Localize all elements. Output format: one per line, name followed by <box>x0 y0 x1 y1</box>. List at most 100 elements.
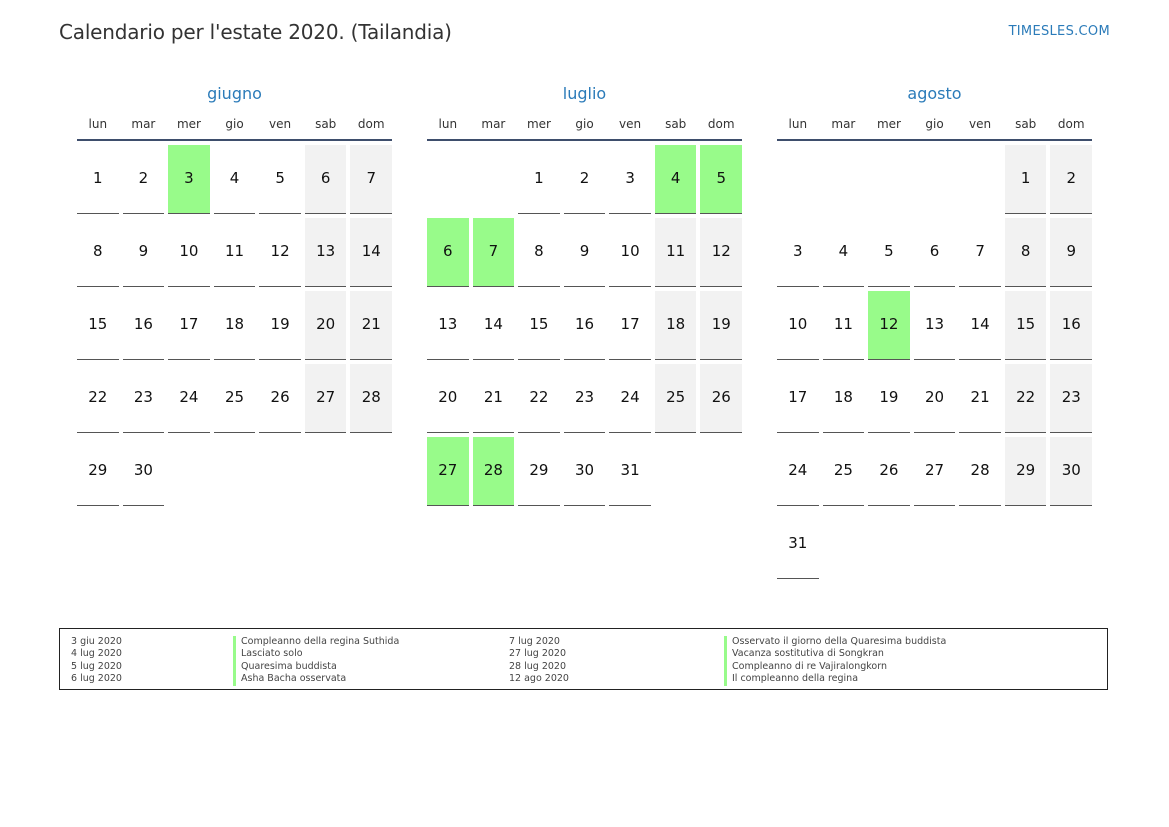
day-cell: 19 <box>259 291 301 360</box>
day-cell: 4 <box>822 218 865 287</box>
legend-date: 27 lug 2020 <box>509 648 566 660</box>
holiday-legend: 3 giu 2020 4 lug 2020 5 lug 2020 6 lug 2… <box>59 628 1108 690</box>
day-cell: 8 <box>518 218 560 287</box>
site-link[interactable]: TIMESLES.COM <box>1008 24 1110 39</box>
day-cell: 20 <box>913 364 956 433</box>
day-cell: 10 <box>168 218 210 287</box>
day-cell: 27 <box>427 437 469 506</box>
weekday-label: sab <box>665 117 687 131</box>
day-cell: 24 <box>777 437 819 506</box>
day-cell: 13 <box>427 291 469 360</box>
day-cell: 22 <box>77 364 119 433</box>
day-cell: 12 <box>700 218 743 287</box>
legend-holiday-name: Osservato il giorno della Quaresima budd… <box>724 636 946 649</box>
month-name: giugno <box>207 84 262 103</box>
day-cell: 5 <box>259 145 301 214</box>
legend-holiday-name: Quaresima buddista <box>233 660 399 674</box>
day-cell: 7 <box>959 218 1001 287</box>
day-cell: 23 <box>563 364 606 433</box>
day-cell: 2 <box>1050 145 1093 214</box>
day-cell: 21 <box>350 291 393 360</box>
empty-cell <box>823 510 865 579</box>
empty-cell <box>823 145 865 214</box>
day-cell: 15 <box>77 291 119 360</box>
day-cell: 10 <box>609 218 651 287</box>
day-cell: 30 <box>122 437 165 506</box>
week-row: 24 25 26 27 28 29 30 <box>777 437 1093 506</box>
day-cell: 27 <box>304 364 347 433</box>
weekday-label: lun <box>788 117 808 131</box>
day-cell: 5 <box>868 218 910 287</box>
empty-cell <box>868 145 910 214</box>
day-cell: 26 <box>700 364 743 433</box>
day-cell: 19 <box>700 291 743 360</box>
weekday-header: lun mar mer gio ven sab dom <box>777 112 1092 141</box>
day-cell: 5 <box>700 145 743 214</box>
weekday-label: ven <box>969 117 992 131</box>
legend-names-right: Osservato il giorno della Quaresima budd… <box>724 636 946 686</box>
legend-holiday-name: Asha Bacha osservata <box>233 673 399 686</box>
day-cell: 21 <box>959 364 1001 433</box>
day-cell: 15 <box>1004 291 1047 360</box>
weeks: 1 2 3 4 5 6 7 8 9 10 11 12 13 14 15 16 17 18 19 20 21 22 23 24 2… <box>77 145 393 506</box>
empty-cell <box>168 437 210 506</box>
day-cell: 10 <box>777 291 819 360</box>
legend-dates-right: 7 lug 2020 27 lug 2020 28 lug 2020 12 ag… <box>509 636 569 686</box>
weekday-label: gio <box>225 117 244 131</box>
week-row: 22 23 24 25 26 27 28 <box>77 364 393 433</box>
day-cell: 21 <box>472 364 515 433</box>
week-row: 10 11 12 13 14 15 16 <box>777 291 1093 360</box>
legend-date: 3 giu 2020 <box>71 636 122 647</box>
empty-cell <box>700 437 742 506</box>
weekday-label: mer <box>176 117 201 131</box>
day-cell: 3 <box>168 145 210 214</box>
legend-holiday-name: Lasciato solo <box>233 648 399 661</box>
day-cell: 19 <box>868 364 910 433</box>
empty-cell <box>473 145 515 214</box>
weekday-label: gio <box>575 117 594 131</box>
day-cell: 2 <box>122 145 165 214</box>
day-cell: 11 <box>213 218 256 287</box>
day-cell: 27 <box>913 437 956 506</box>
day-cell: 22 <box>1004 364 1047 433</box>
day-cell: 13 <box>304 218 347 287</box>
weeks: 1 2 3 4 5 6 7 8 9 10 11 12 13 14 15 16 17 18 19 20 21 22 23 24 2… <box>427 145 743 506</box>
page-title: Calendario per l'estate 2020. (Tailandia… <box>59 20 452 44</box>
day-cell: 2 <box>563 145 606 214</box>
day-cell: 23 <box>1050 364 1093 433</box>
empty-cell <box>350 437 392 506</box>
weekday-label: sab <box>315 117 337 131</box>
empty-cell <box>914 510 956 579</box>
day-cell: 7 <box>472 218 515 287</box>
week-row: 27 28 29 30 31 <box>427 437 742 506</box>
day-cell: 25 <box>654 364 697 433</box>
weekday-header: lun mar mer gio ven sab dom <box>77 112 392 141</box>
day-cell: 1 <box>1004 145 1047 214</box>
legend-date: 7 lug 2020 <box>509 636 560 647</box>
day-cell: 28 <box>350 364 393 433</box>
day-cell: 16 <box>563 291 606 360</box>
month-giugno: giugno lun mar mer gio ven sab dom 1 2 3 4 5 6 7 8 9 10 11… <box>77 84 393 510</box>
weeks: 1 2 3 4 5 6 7 8 9 10 11 12 13 14 15 16 17 18 19 20 21 22 23 24 2… <box>777 145 1093 579</box>
empty-cell <box>1050 510 1092 579</box>
day-cell: 11 <box>654 218 697 287</box>
empty-cell <box>959 145 1001 214</box>
legend-names-left: Compleanno della regina Suthida Lasciato… <box>233 636 399 686</box>
weekday-label: lun <box>438 117 458 131</box>
day-cell: 11 <box>822 291 865 360</box>
empty-cell <box>959 510 1001 579</box>
day-cell: 14 <box>350 218 393 287</box>
day-cell: 30 <box>1050 437 1093 506</box>
empty-cell <box>214 437 256 506</box>
day-cell: 16 <box>122 291 165 360</box>
day-cell: 17 <box>609 291 651 360</box>
weekday-label: mer <box>526 117 551 131</box>
month-agosto: agosto lun mar mer gio ven sab dom 1 2 3 4 5 6 7 8 9 10 11… <box>777 84 1093 583</box>
legend-date: 12 ago 2020 <box>509 673 569 685</box>
day-cell: 6 <box>304 145 347 214</box>
day-cell: 7 <box>350 145 393 214</box>
